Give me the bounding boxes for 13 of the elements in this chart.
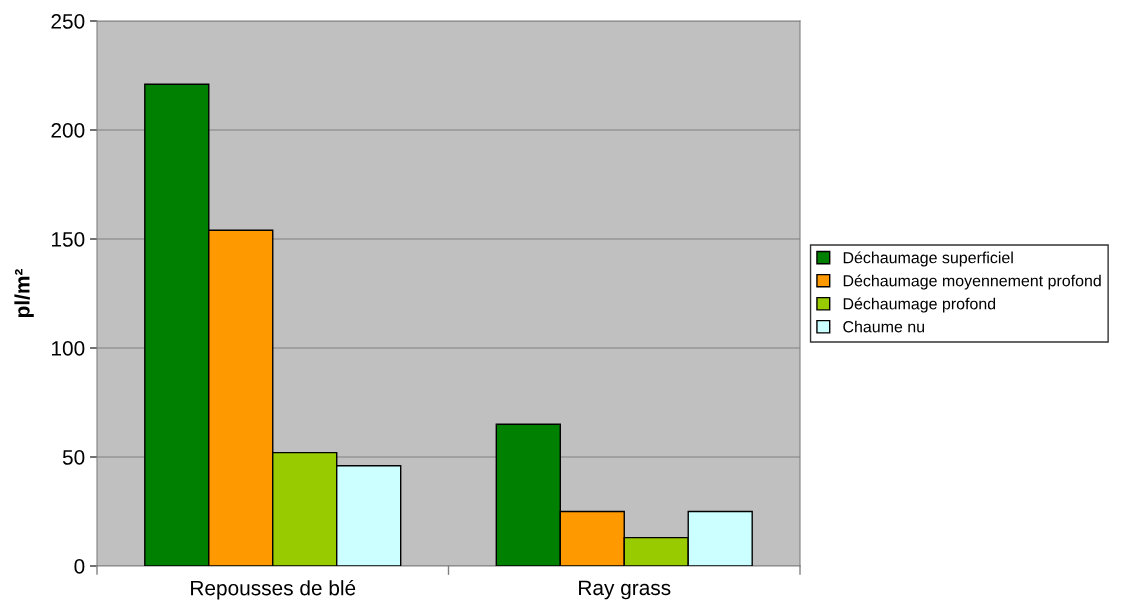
y-tick-label: 150 <box>52 232 85 247</box>
y-tick-label: 100 <box>52 341 85 356</box>
x-tick-label: Repousses de blé <box>191 579 356 600</box>
legend-label: Déchaumage superficiel <box>843 251 1013 267</box>
legend-label: Déchaumage moyennement profond <box>843 274 1101 290</box>
x-tick-label: Ray grass <box>579 580 671 600</box>
y-tick-label: 50 <box>62 450 85 465</box>
y-tick-label: 250 <box>51 14 85 29</box>
legend-label: Chaume nu <box>843 320 924 333</box>
y-tick-label: 200 <box>51 123 85 138</box>
y-axis-title: pl/m² <box>14 269 34 318</box>
y-tick-label: 0 <box>74 559 85 574</box>
legend-label: Déchaumage profond <box>843 297 996 313</box>
